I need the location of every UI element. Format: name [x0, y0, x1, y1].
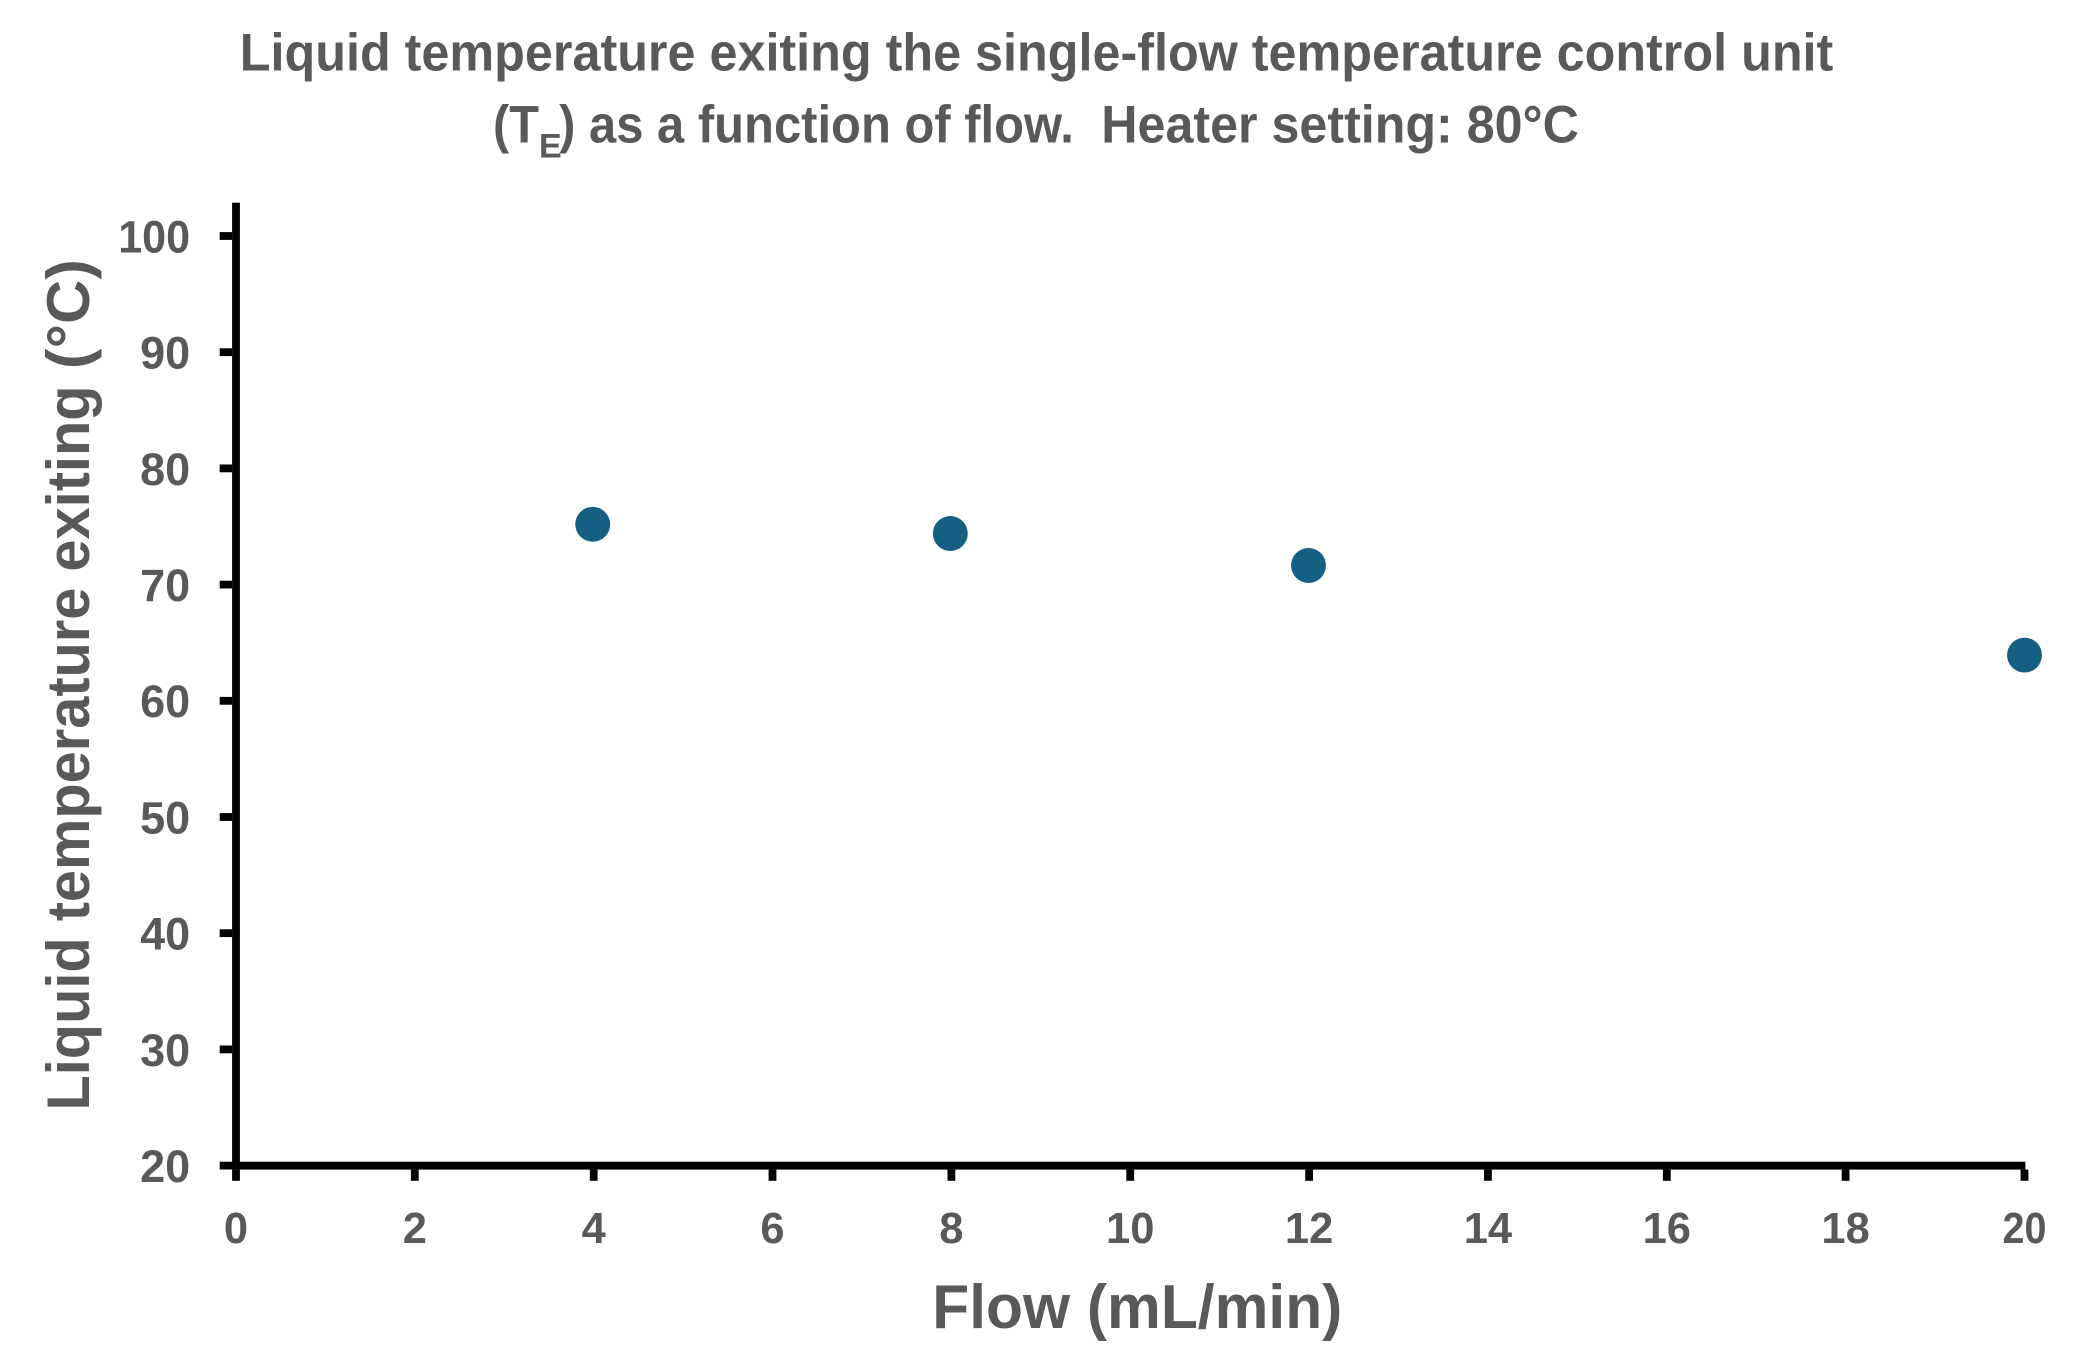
svg-text:14: 14: [1464, 1205, 1512, 1253]
svg-text:6: 6: [760, 1205, 784, 1253]
svg-text:20: 20: [140, 1141, 190, 1192]
svg-text:Flow (mL/min): Flow (mL/min): [932, 1273, 1342, 1342]
svg-text:2: 2: [403, 1205, 427, 1253]
svg-text:(T: (T: [493, 96, 539, 155]
svg-text:(°C): (°C): [35, 259, 102, 369]
svg-text:4: 4: [582, 1205, 606, 1253]
svg-text:) as a function of flow.: ) as a function of flow.: [559, 96, 1074, 155]
svg-text:40: 40: [140, 909, 190, 960]
svg-text:90: 90: [140, 328, 190, 379]
svg-text:Heater setting: 80°C: Heater setting: 80°C: [1101, 96, 1579, 155]
svg-text:8: 8: [939, 1205, 963, 1253]
svg-text:Liquid temperature exiting: Liquid temperature exiting: [35, 386, 102, 1111]
svg-text:16: 16: [1643, 1205, 1691, 1253]
svg-text:10: 10: [1106, 1205, 1154, 1253]
svg-text:70: 70: [140, 560, 190, 611]
svg-text:20: 20: [2003, 1205, 2047, 1253]
svg-text:12: 12: [1285, 1205, 1333, 1253]
svg-text:0: 0: [224, 1205, 248, 1253]
svg-text:100: 100: [118, 211, 190, 262]
svg-text:18: 18: [1821, 1205, 1869, 1253]
svg-text:Liquid temperature exiting the: Liquid temperature exiting the single-fl…: [240, 24, 1834, 83]
svg-text:50: 50: [140, 792, 190, 843]
svg-text:80: 80: [140, 444, 190, 495]
svg-text:E: E: [539, 128, 562, 166]
svg-text:30: 30: [140, 1025, 190, 1076]
svg-text:60: 60: [140, 676, 190, 727]
